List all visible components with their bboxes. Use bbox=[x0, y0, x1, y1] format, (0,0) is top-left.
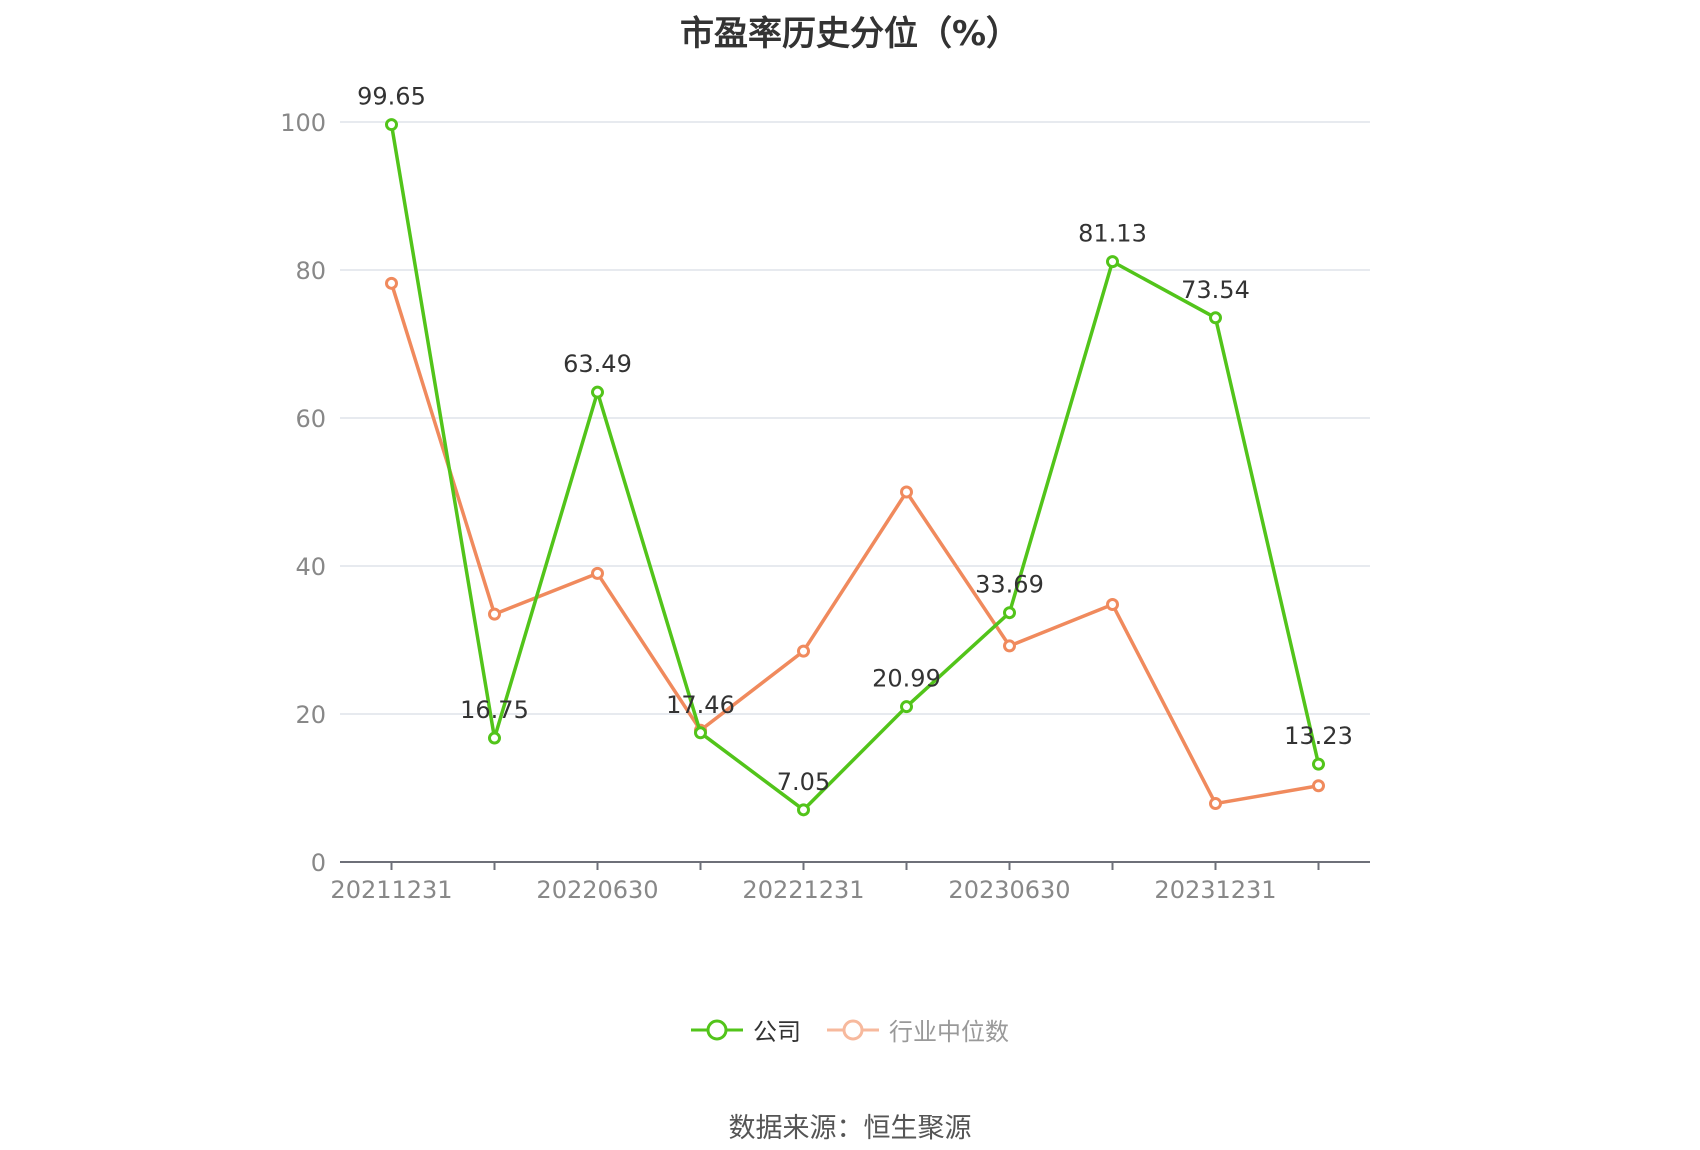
data-label-company: 63.49 bbox=[563, 350, 632, 378]
series-line-company bbox=[389, 124, 1321, 812]
y-tick-label: 20 bbox=[295, 701, 326, 729]
x-tick-label: 20231231 bbox=[1154, 876, 1276, 904]
series-lines bbox=[385, 118, 1325, 817]
axes: 0 20 40 60 80 100 20211231 20220630 20221231 2023… bbox=[280, 109, 1370, 904]
y-tick-label: 60 bbox=[295, 405, 326, 433]
data-point-company bbox=[694, 726, 707, 740]
y-tick-label: 100 bbox=[280, 109, 326, 137]
chart-title: 市盈率历史分位（%） bbox=[679, 14, 1021, 54]
data-point-company bbox=[1209, 311, 1222, 325]
x-tick-label: 20220630 bbox=[536, 876, 658, 904]
x-tick-label: 20230630 bbox=[948, 876, 1070, 904]
data-point-company bbox=[488, 731, 501, 745]
y-tick-label: 40 bbox=[295, 553, 326, 581]
legend-line-marker-icon bbox=[691, 1019, 743, 1040]
data-point-industry-median bbox=[900, 485, 913, 499]
series-line-industry-median bbox=[389, 282, 1319, 806]
legend-label-industry-median: 行业中位数 bbox=[889, 1018, 1009, 1046]
data-point-company bbox=[797, 803, 810, 817]
data-point-company bbox=[900, 700, 913, 714]
data-label-company: 16.75 bbox=[460, 696, 529, 724]
legend-item-company[interactable]: 公司 bbox=[691, 1012, 801, 1047]
data-point-industry-median bbox=[1003, 639, 1016, 653]
data-point-industry-median bbox=[797, 644, 810, 658]
data-point-industry-median bbox=[591, 566, 604, 580]
data-labels: 99.65 16.75 63.49 17.46 7.05 20.99 33.69 81.13 7… bbox=[357, 83, 1353, 796]
data-point-company bbox=[591, 385, 604, 399]
legend-line-marker-icon bbox=[827, 1019, 879, 1040]
legend: 公司 行业中位数 bbox=[0, 1012, 1700, 1047]
data-label-company: 73.54 bbox=[1181, 276, 1250, 304]
source-note: 数据来源：恒生聚源 bbox=[728, 1113, 972, 1144]
data-point-company bbox=[1003, 606, 1016, 620]
data-point-company bbox=[1312, 757, 1325, 771]
grid-lines bbox=[340, 121, 1370, 715]
y-tick-label: 80 bbox=[295, 257, 326, 285]
data-point-industry-median bbox=[1312, 779, 1325, 793]
x-tick-label: 20211231 bbox=[330, 876, 452, 904]
data-label-company: 99.65 bbox=[357, 83, 426, 111]
data-point-company bbox=[1106, 255, 1119, 269]
y-tick-label: 0 bbox=[311, 849, 326, 877]
data-point-industry-median bbox=[385, 276, 398, 290]
data-point-industry-median bbox=[1209, 797, 1222, 811]
data-label-company: 7.05 bbox=[777, 768, 830, 796]
data-point-industry-median bbox=[488, 607, 501, 621]
legend-item-industry-median[interactable]: 行业中位数 bbox=[827, 1012, 1009, 1047]
data-label-company: 13.23 bbox=[1284, 722, 1353, 750]
data-point-industry-median bbox=[1106, 597, 1119, 611]
data-label-company: 17.46 bbox=[666, 691, 735, 719]
data-label-company: 33.69 bbox=[975, 571, 1044, 599]
data-label-company: 81.13 bbox=[1078, 220, 1147, 248]
x-tick-label: 20221231 bbox=[742, 876, 864, 904]
legend-label-company: 公司 bbox=[753, 1018, 801, 1046]
data-label-company: 20.99 bbox=[872, 665, 941, 693]
data-point-company bbox=[385, 118, 398, 132]
